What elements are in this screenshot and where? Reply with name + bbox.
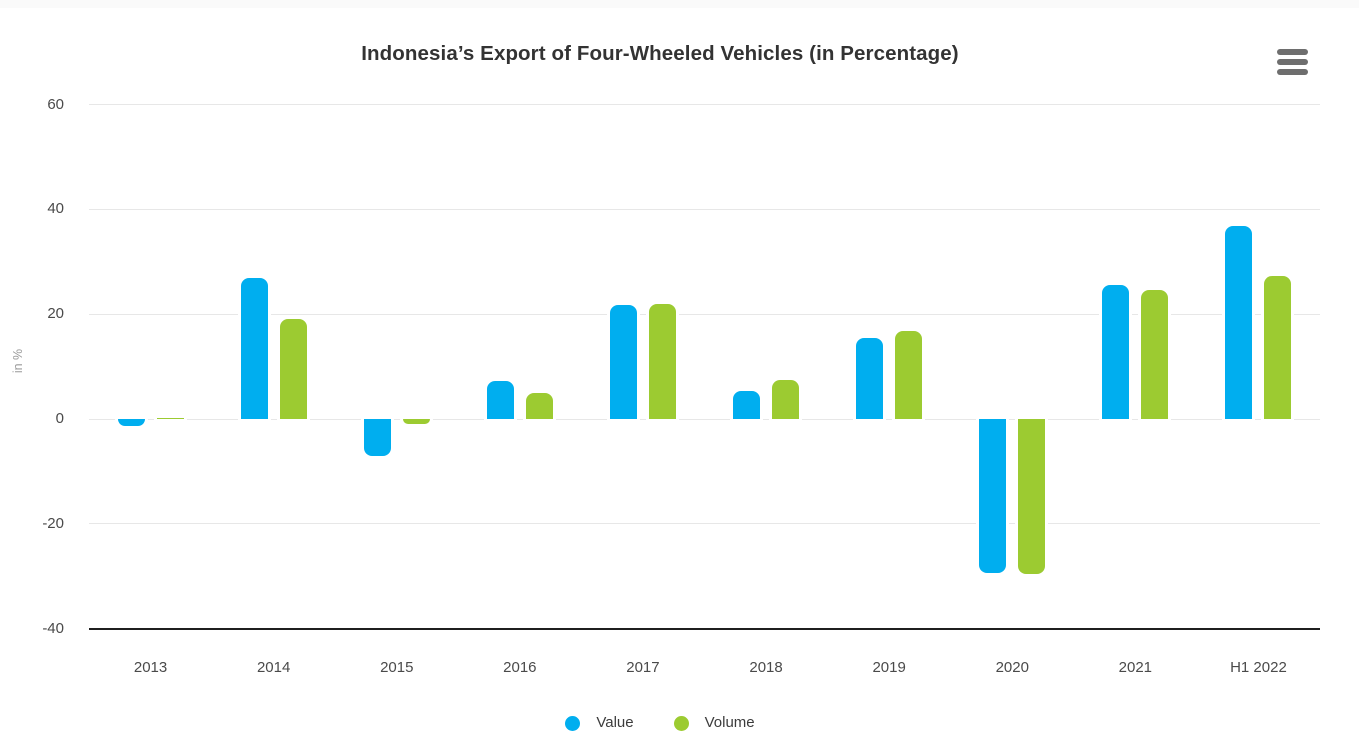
gridline--20 xyxy=(89,523,1320,525)
y-tick-40: 40 xyxy=(47,200,64,218)
chart-title: Indonesia’s Export of Four-Wheeled Vehic… xyxy=(361,42,959,65)
bar-value-2019[interactable] xyxy=(856,337,884,419)
x-label-2019: 2019 xyxy=(872,659,906,676)
bar-volume-2018[interactable] xyxy=(772,380,800,419)
axis-baseline xyxy=(89,627,1320,630)
hamburger-icon xyxy=(1277,49,1309,75)
bar-value-2017[interactable] xyxy=(609,304,637,419)
legend-dot-value xyxy=(565,715,581,731)
bar-value-h1-2022[interactable] xyxy=(1225,226,1253,419)
gridline-0 xyxy=(89,418,1320,420)
y-tick--40: -40 xyxy=(42,619,64,637)
bar-volume-2019[interactable] xyxy=(895,330,923,419)
bar-volume-h1-2022[interactable] xyxy=(1264,275,1292,419)
bar-volume-2021[interactable] xyxy=(1141,290,1169,419)
top-strip xyxy=(0,0,1359,8)
y-tick--20: -20 xyxy=(42,514,64,532)
legend-label-volume: Volume xyxy=(704,714,755,731)
gridline-20 xyxy=(89,313,1320,315)
x-label-2018: 2018 xyxy=(749,659,783,676)
x-label-2020: 2020 xyxy=(995,659,1029,676)
gridline-40 xyxy=(89,208,1320,210)
x-label-2014: 2014 xyxy=(256,659,291,676)
bar-value-2014[interactable] xyxy=(240,278,268,419)
bar-value-2015[interactable] xyxy=(363,419,391,456)
bar-volume-2015[interactable] xyxy=(402,419,430,425)
x-label-h1-2022: H1 2022 xyxy=(1230,659,1287,676)
y-tick-0: 0 xyxy=(55,410,64,427)
bar-volume-2016[interactable] xyxy=(525,392,553,419)
bar-volume-2013[interactable] xyxy=(156,418,184,419)
x-label-2016: 2016 xyxy=(503,659,537,676)
bar-volume-2017[interactable] xyxy=(648,303,676,419)
gridline-60 xyxy=(89,104,1320,106)
x-label-2013: 2013 xyxy=(133,659,168,676)
x-label-2015: 2015 xyxy=(380,659,414,676)
bar-value-2016[interactable] xyxy=(486,380,514,419)
legend-label-value: Value xyxy=(596,714,634,731)
y-tick-20: 20 xyxy=(47,305,64,323)
legend-item-value[interactable]: Value xyxy=(565,712,634,734)
bar-value-2020[interactable] xyxy=(979,419,1007,573)
x-label-2021: 2021 xyxy=(1118,659,1153,676)
legend-item-volume[interactable]: Volume xyxy=(673,712,755,734)
bar-value-2013[interactable] xyxy=(117,419,145,427)
x-label-2017: 2017 xyxy=(626,659,660,676)
bar-value-2018[interactable] xyxy=(733,390,761,419)
bar-volume-2014[interactable] xyxy=(279,319,307,419)
legend-dot-volume xyxy=(673,715,689,731)
export-menu-button[interactable] xyxy=(1274,47,1312,81)
bar-value-2021[interactable] xyxy=(1102,284,1130,419)
legend: Value Volume xyxy=(0,712,1320,734)
y-tick-60: 60 xyxy=(47,95,64,113)
bar-volume-2020[interactable] xyxy=(1018,419,1046,575)
